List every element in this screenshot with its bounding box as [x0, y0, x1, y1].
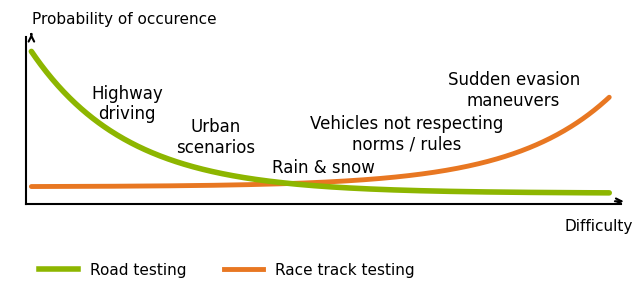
- Text: Rain & snow: Rain & snow: [272, 159, 374, 177]
- Text: Highway
driving: Highway driving: [91, 85, 163, 123]
- Legend: Road testing, Race track testing: Road testing, Race track testing: [33, 257, 420, 284]
- Text: Probability of occurence: Probability of occurence: [31, 12, 216, 27]
- Text: Urban
scenarios: Urban scenarios: [177, 118, 255, 157]
- Text: Vehicles not respecting
norms / rules: Vehicles not respecting norms / rules: [310, 115, 503, 154]
- Text: Sudden evasion
maneuvers: Sudden evasion maneuvers: [447, 71, 580, 110]
- Text: Difficulty: Difficulty: [564, 219, 633, 234]
